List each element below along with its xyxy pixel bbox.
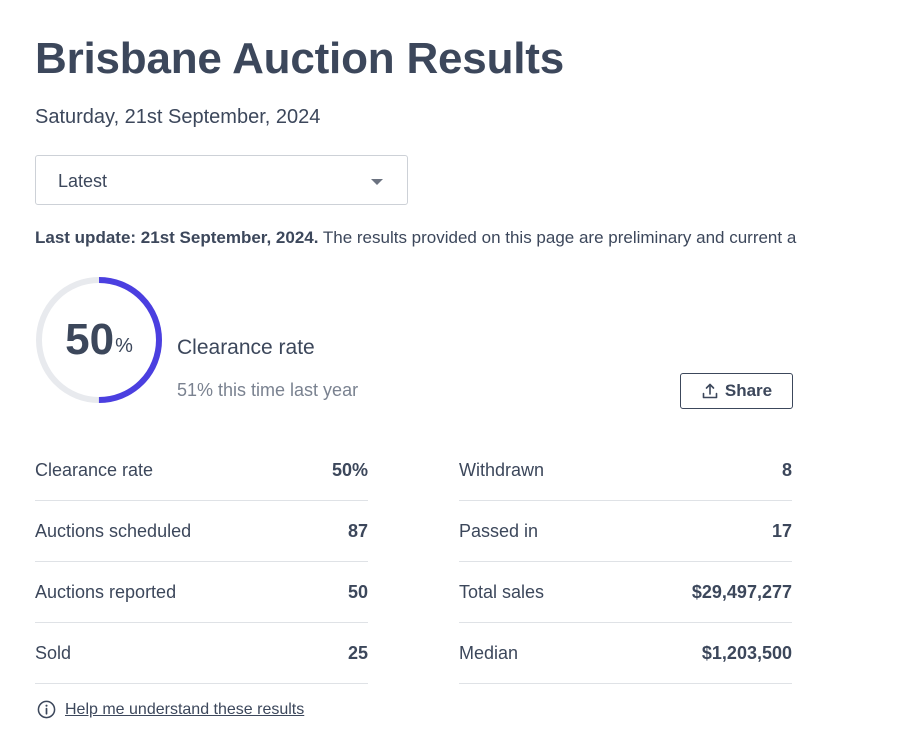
help-understand-results-link[interactable]: Help me understand these results	[65, 700, 305, 718]
ring-progress	[36, 277, 162, 403]
share-button[interactable]: Share	[680, 373, 793, 409]
clearance-rate-value: 50	[65, 315, 115, 364]
clearance-rate-figure: 50%	[33, 274, 165, 406]
clearance-rate-unit: %	[115, 334, 133, 357]
stat-value: 17	[771, 520, 792, 541]
stat-row-total-sales: Total sales $29,497,277	[459, 562, 792, 623]
stat-label: Auctions reported	[35, 581, 177, 602]
clearance-rate-ring	[36, 277, 162, 403]
stat-label: Passed in	[459, 520, 539, 541]
last-update-note: Last update: 21st September, 2024. The r…	[35, 228, 796, 248]
preliminary-disclaimer: The results provided on this page are pr…	[318, 228, 797, 247]
clearance-rate-label: Clearance rate	[177, 336, 315, 359]
last-year-comparison: 51% this time last year	[177, 380, 359, 400]
stat-value: 50%	[331, 459, 368, 480]
stat-row-clearance-rate: Clearance rate 50%	[35, 440, 368, 501]
page-title: Brisbane Auction Results	[35, 34, 565, 83]
stat-row-auctions-scheduled: Auctions scheduled 87	[35, 501, 368, 562]
stat-value: $1,203,500	[701, 642, 792, 663]
share-label: Share	[724, 381, 773, 400]
dropdown-selected-value: Latest	[58, 171, 108, 191]
stat-label: Total sales	[459, 581, 545, 602]
stat-value: 8	[781, 459, 792, 480]
share-icon	[702, 383, 718, 399]
last-update-date: Last update: 21st September, 2024.	[35, 228, 319, 247]
stats-table-left: Clearance rate 50% Auctions scheduled 87…	[35, 440, 368, 684]
stat-value: 50	[347, 581, 368, 602]
stat-row-median: Median $1,203,500	[459, 623, 792, 684]
chevron-down-icon	[371, 179, 383, 185]
stat-value: 25	[347, 642, 368, 663]
stat-value: 87	[347, 520, 368, 541]
stat-label: Median	[459, 642, 519, 663]
stat-row-sold: Sold 25	[35, 623, 368, 684]
stat-label: Sold	[35, 642, 72, 663]
stat-label: Auctions scheduled	[35, 520, 192, 541]
info-icon	[37, 700, 56, 719]
stat-label: Clearance rate	[35, 459, 154, 480]
stat-row-auctions-reported: Auctions reported 50	[35, 562, 368, 623]
stat-row-withdrawn: Withdrawn 8	[459, 440, 792, 501]
stat-label: Withdrawn	[459, 459, 545, 480]
stats-table-right: Withdrawn 8 Passed in 17 Total sales $29…	[459, 440, 792, 684]
stat-value: $29,497,277	[691, 581, 792, 602]
auction-date: Saturday, 21st September, 2024	[35, 106, 321, 128]
results-period-dropdown[interactable]: Latest	[35, 155, 408, 205]
help-row: Help me understand these results	[37, 700, 304, 719]
stat-row-passed-in: Passed in 17	[459, 501, 792, 562]
